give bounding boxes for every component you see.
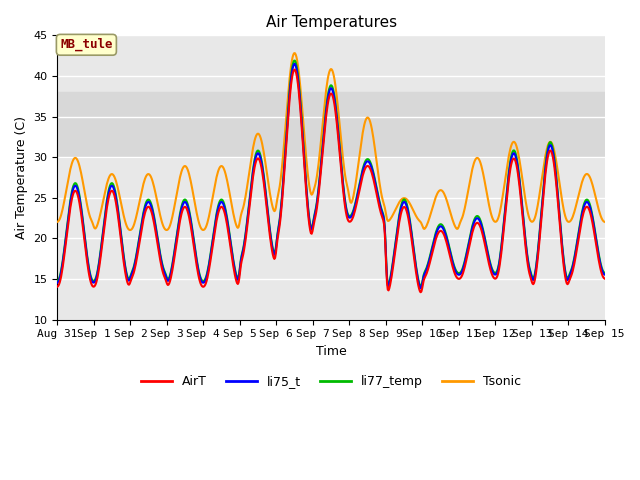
Bar	[58, 92, 605, 157]
Y-axis label: Air Temperature (C): Air Temperature (C)	[15, 116, 28, 239]
Legend: AirT, li75_t, li77_temp, Tsonic: AirT, li75_t, li77_temp, Tsonic	[136, 370, 526, 393]
X-axis label: Time: Time	[316, 345, 346, 358]
Title: Air Temperatures: Air Temperatures	[266, 15, 397, 30]
Text: MB_tule: MB_tule	[60, 38, 113, 51]
